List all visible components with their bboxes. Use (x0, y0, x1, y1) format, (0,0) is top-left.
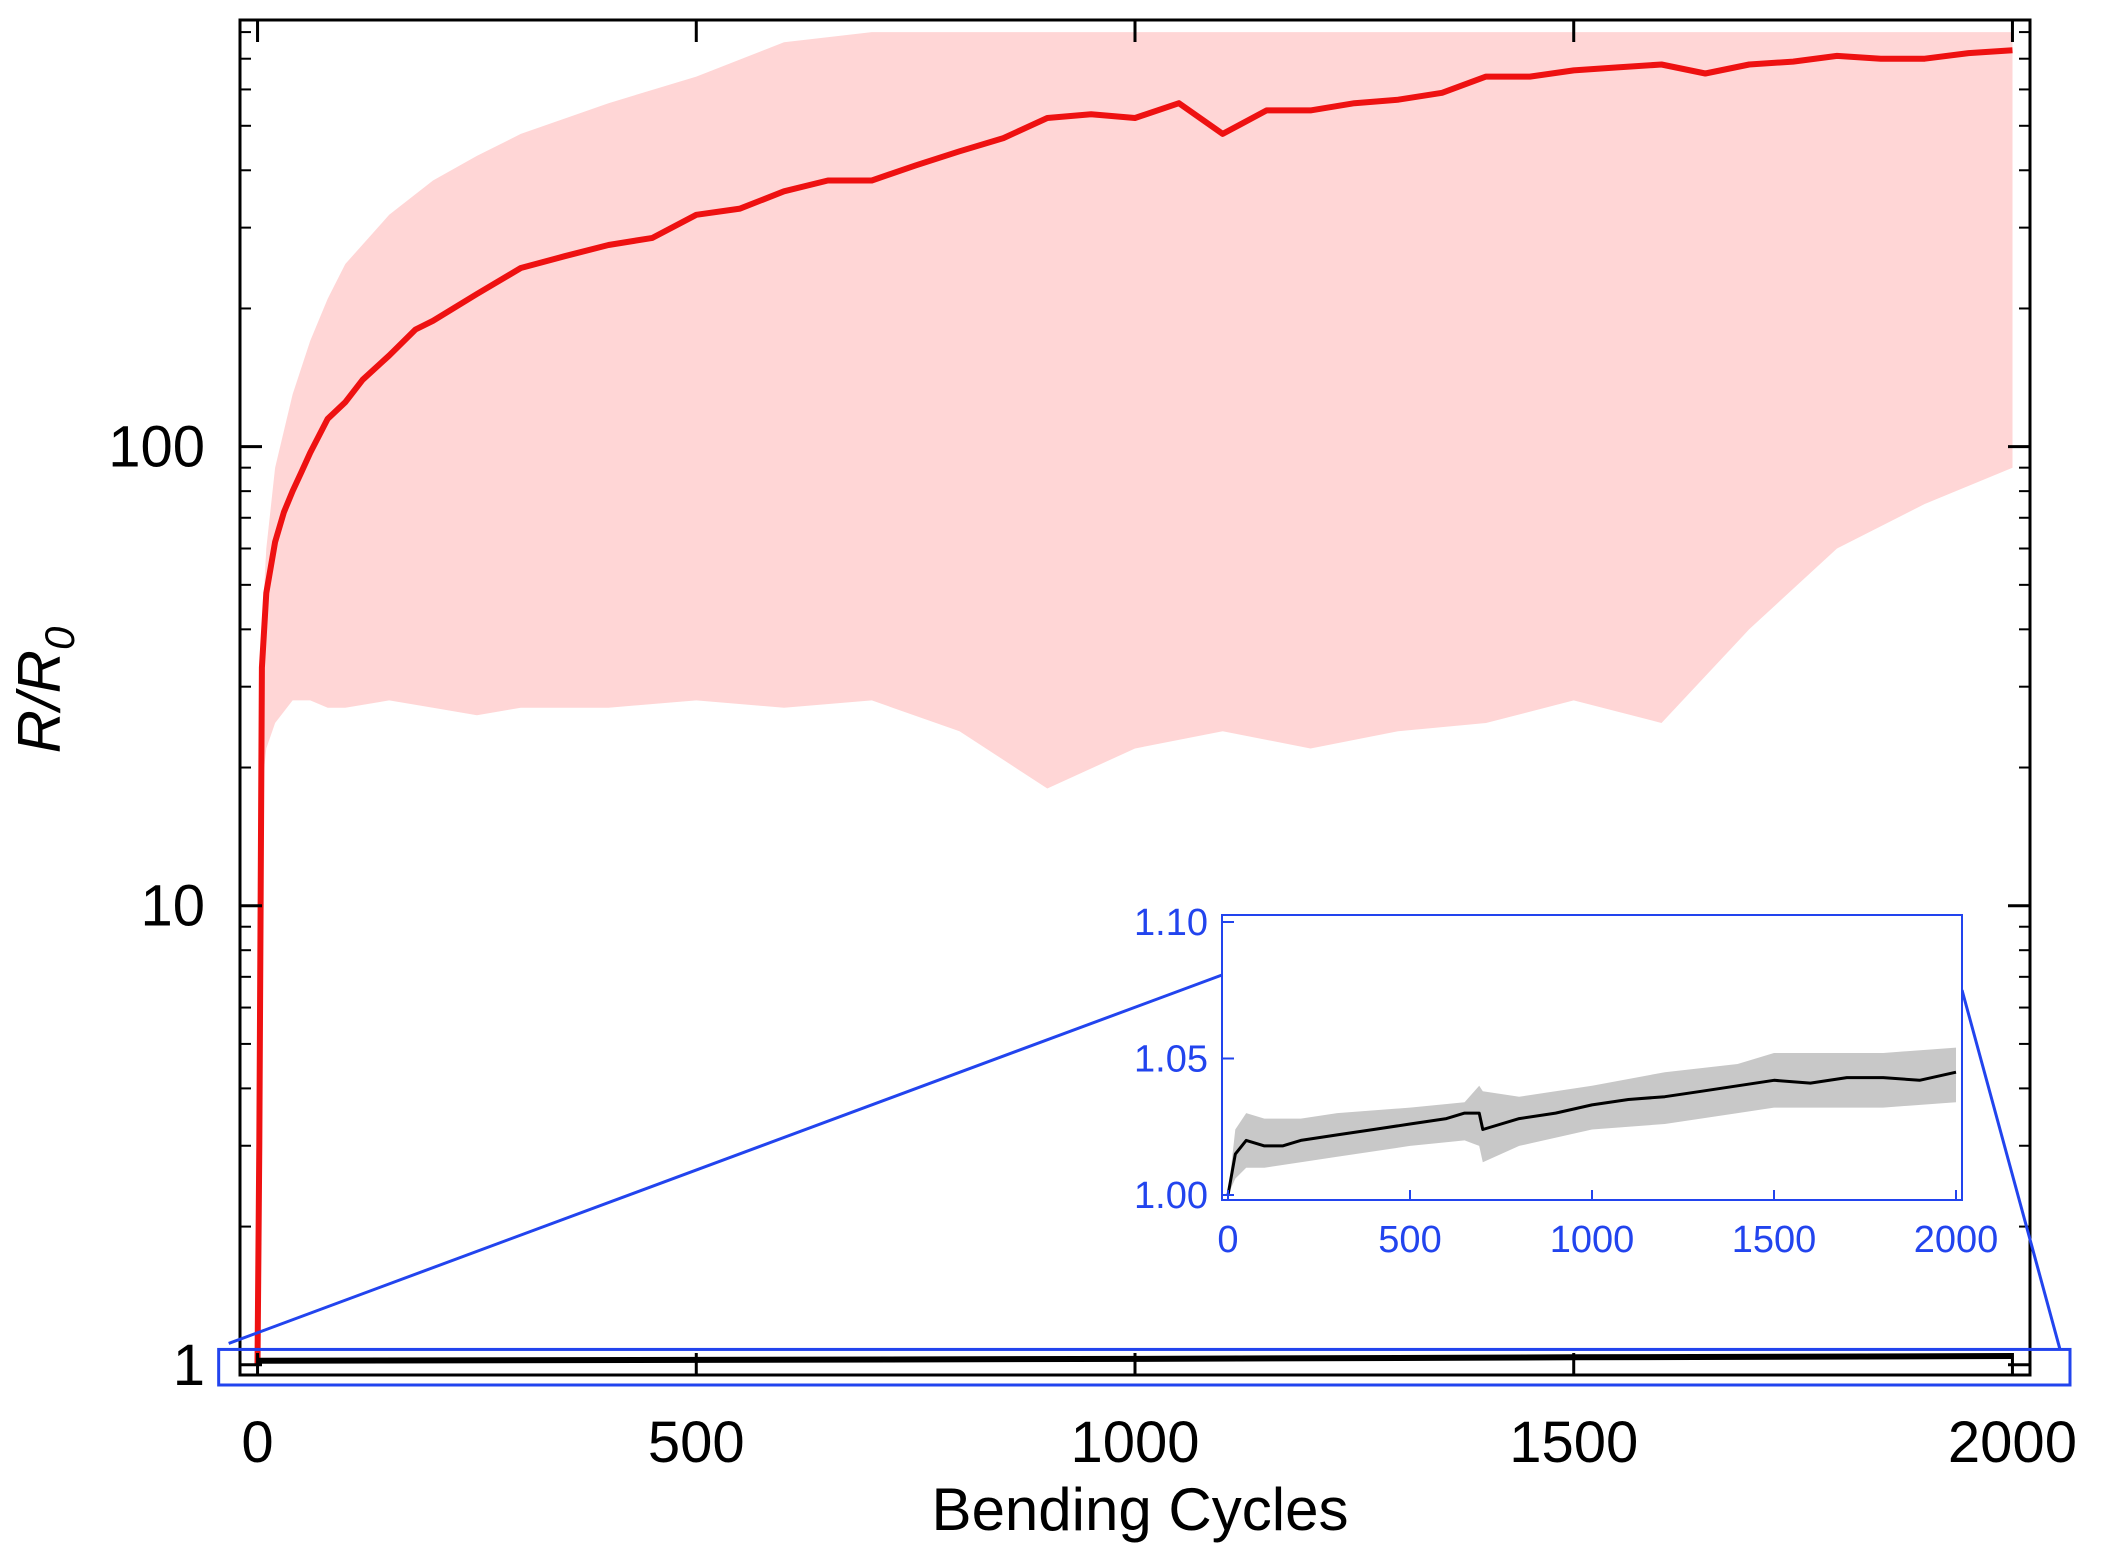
main-x-tick-label: 1500 (1509, 1410, 1638, 1475)
inset-lines-layer (1226, 1070, 1957, 1196)
inset-y-tick-label: 1.10 (1134, 902, 1208, 944)
zoom-connector-right (1960, 989, 2062, 1350)
main-ylabel-subscript: 0 (36, 626, 83, 650)
inset-y-tick-label: 1.00 (1134, 1175, 1208, 1217)
zoom-connector-left (228, 973, 1223, 1345)
main-x-tick-label: 500 (648, 1410, 745, 1475)
red-series-line (254, 47, 2013, 1365)
main-xlabel: Bending Cycles (932, 1476, 1349, 1543)
main-ylabel-text: R/R (6, 650, 73, 753)
main-x-tick-label: 0 (241, 1410, 273, 1475)
inset-ticks-layer: 0 500 1000 1500 2000 1.00 1.05 1.10 (1134, 902, 1998, 1261)
main-zoom-layer (217, 973, 2072, 1387)
main-y-tick-label: 100 (108, 415, 205, 480)
inset-x-tick-label: 0 (1217, 1219, 1238, 1261)
inset-x-tick-label: 1000 (1550, 1219, 1635, 1261)
inset-band-layer (1228, 1047, 1956, 1195)
zoom-region-box (217, 1347, 2072, 1387)
main-x-tick-label: 1000 (1070, 1410, 1199, 1475)
main-y-tick-label: 1 (173, 1333, 205, 1398)
inset-chart: 0 500 1000 1500 2000 1.00 1.05 1.10 (1134, 902, 1998, 1261)
inset-x-tick-label: 500 (1378, 1219, 1441, 1261)
inset-y-tick-label: 1.05 (1134, 1039, 1208, 1081)
main-chart: 0 500 1000 1500 2000 1 10 100 Bending Cycles R/… (6, 18, 2077, 1543)
inset-range-band (1228, 1047, 1956, 1195)
red-range-band (257, 32, 2013, 1365)
main-x-tick-label: 2000 (1948, 1410, 2077, 1475)
inset-black-series-line (1226, 1070, 1957, 1196)
main-band-layer (257, 32, 2013, 1365)
main-ylabel: R/R0 (6, 626, 83, 753)
inset-x-tick-label: 1500 (1732, 1219, 1817, 1261)
main-ticks-layer: 0 500 1000 1500 2000 1 10 100 (108, 20, 2077, 1475)
inset-x-tick-label: 2000 (1914, 1219, 1999, 1261)
main-y-tick-label: 10 (140, 874, 205, 939)
